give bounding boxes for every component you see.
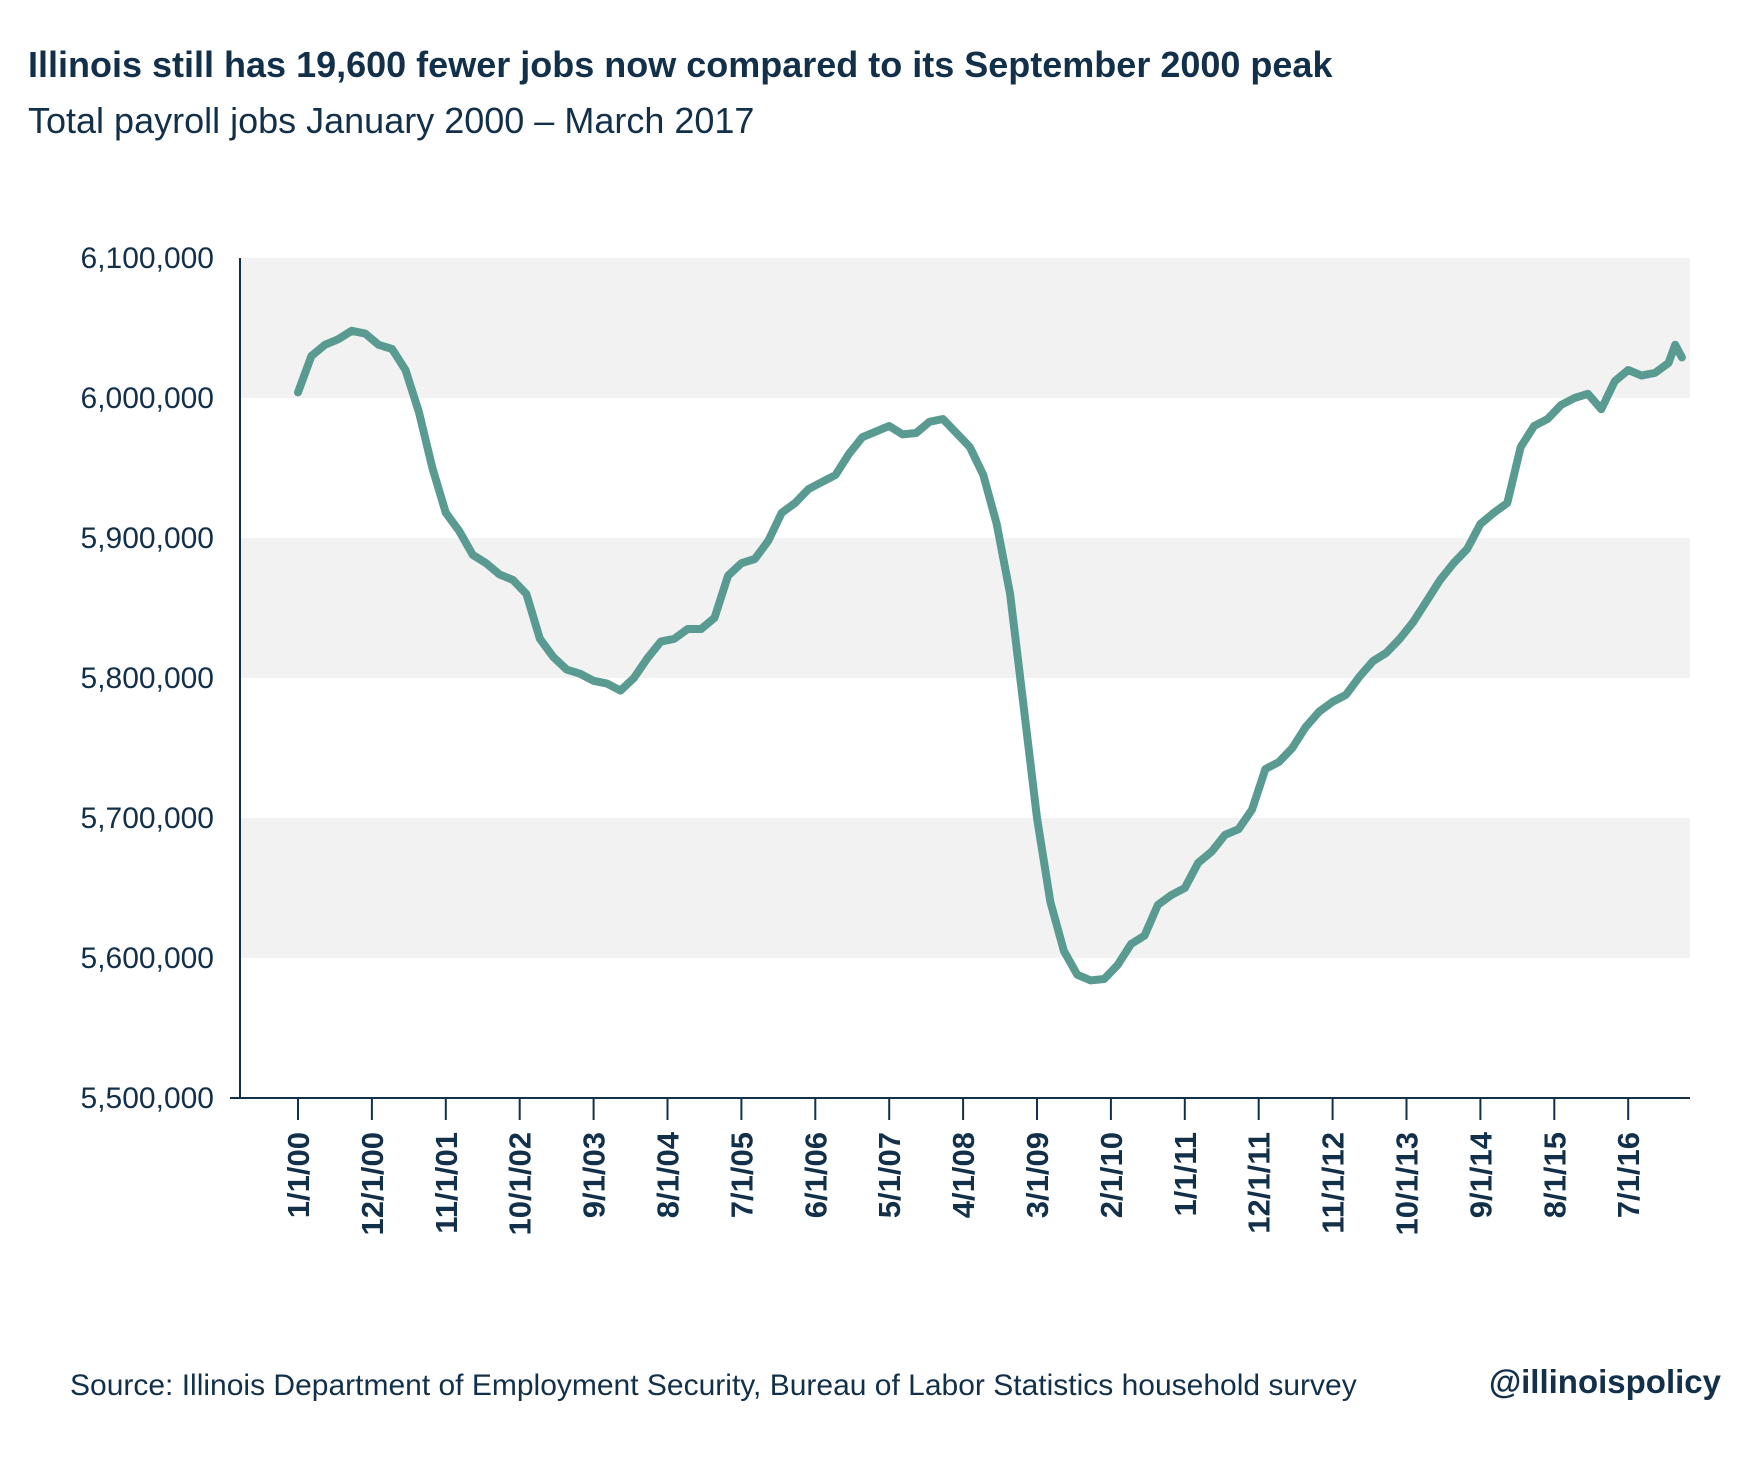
x-tick-label: 1/1/00	[281, 1132, 316, 1218]
x-tick-label: 9/1/14	[1463, 1131, 1498, 1218]
brand-handle: @illinoispolicy	[1488, 1363, 1721, 1400]
x-tick-label: 1/1/11	[1168, 1132, 1203, 1216]
y-tick-label: 5,800,000	[81, 662, 214, 695]
axes	[230, 258, 1690, 1099]
line-chart: 5,500,000 5,600,000 5,700,000 5,800,000 5,90…	[81, 242, 1690, 1235]
x-tick-label: 8/1/15	[1537, 1132, 1572, 1218]
x-tick-label: 11/1/12	[1316, 1132, 1351, 1234]
background-bands	[240, 258, 1690, 958]
band-3	[240, 538, 1690, 678]
x-tick-label: 8/1/04	[651, 1131, 686, 1218]
x-tick-label: 10/1/13	[1390, 1132, 1425, 1235]
x-tick-label: 7/1/16	[1611, 1132, 1646, 1218]
y-tick-label: 5,700,000	[81, 802, 214, 835]
y-tick-label: 5,500,000	[81, 1082, 214, 1115]
x-tick-label: 11/1/01	[429, 1132, 464, 1234]
x-tick-label: 7/1/05	[724, 1132, 759, 1218]
y-tick-label: 6,100,000	[81, 242, 214, 275]
x-tick-label: 4/1/08	[946, 1132, 981, 1218]
x-tick-label: 5/1/07	[872, 1132, 907, 1218]
source-note: Source: Illinois Department of Employmen…	[70, 1369, 1357, 1402]
x-tick-label: 6/1/06	[798, 1132, 833, 1218]
x-tick-label: 12/1/11	[1242, 1132, 1277, 1234]
y-tick-label: 5,900,000	[81, 522, 214, 555]
x-tick-label: 12/1/00	[355, 1132, 390, 1235]
x-axis-ticks: 1/1/00 12/1/00 11/1/01 10/1/02 9/1/03 8/1/04 7…	[281, 1098, 1646, 1235]
band-5	[240, 258, 1690, 398]
chart-subtitle: Total payroll jobs January 2000 – March …	[28, 100, 755, 141]
x-tick-label: 9/1/03	[577, 1132, 612, 1218]
y-tick-label: 5,600,000	[81, 942, 214, 975]
chart-title: Illinois still has 19,600 fewer jobs now…	[28, 44, 1333, 85]
series-line-0	[294, 326, 1686, 985]
x-tick-label: 3/1/09	[1020, 1132, 1055, 1218]
y-tick-label: 6,000,000	[81, 382, 214, 415]
series-lines	[294, 326, 1686, 985]
y-axis-ticks: 5,500,000 5,600,000 5,700,000 5,800,000 5,90…	[81, 242, 214, 1115]
band-1	[240, 818, 1690, 958]
x-tick-label: 10/1/02	[503, 1132, 538, 1235]
x-tick-label: 2/1/10	[1094, 1132, 1129, 1218]
